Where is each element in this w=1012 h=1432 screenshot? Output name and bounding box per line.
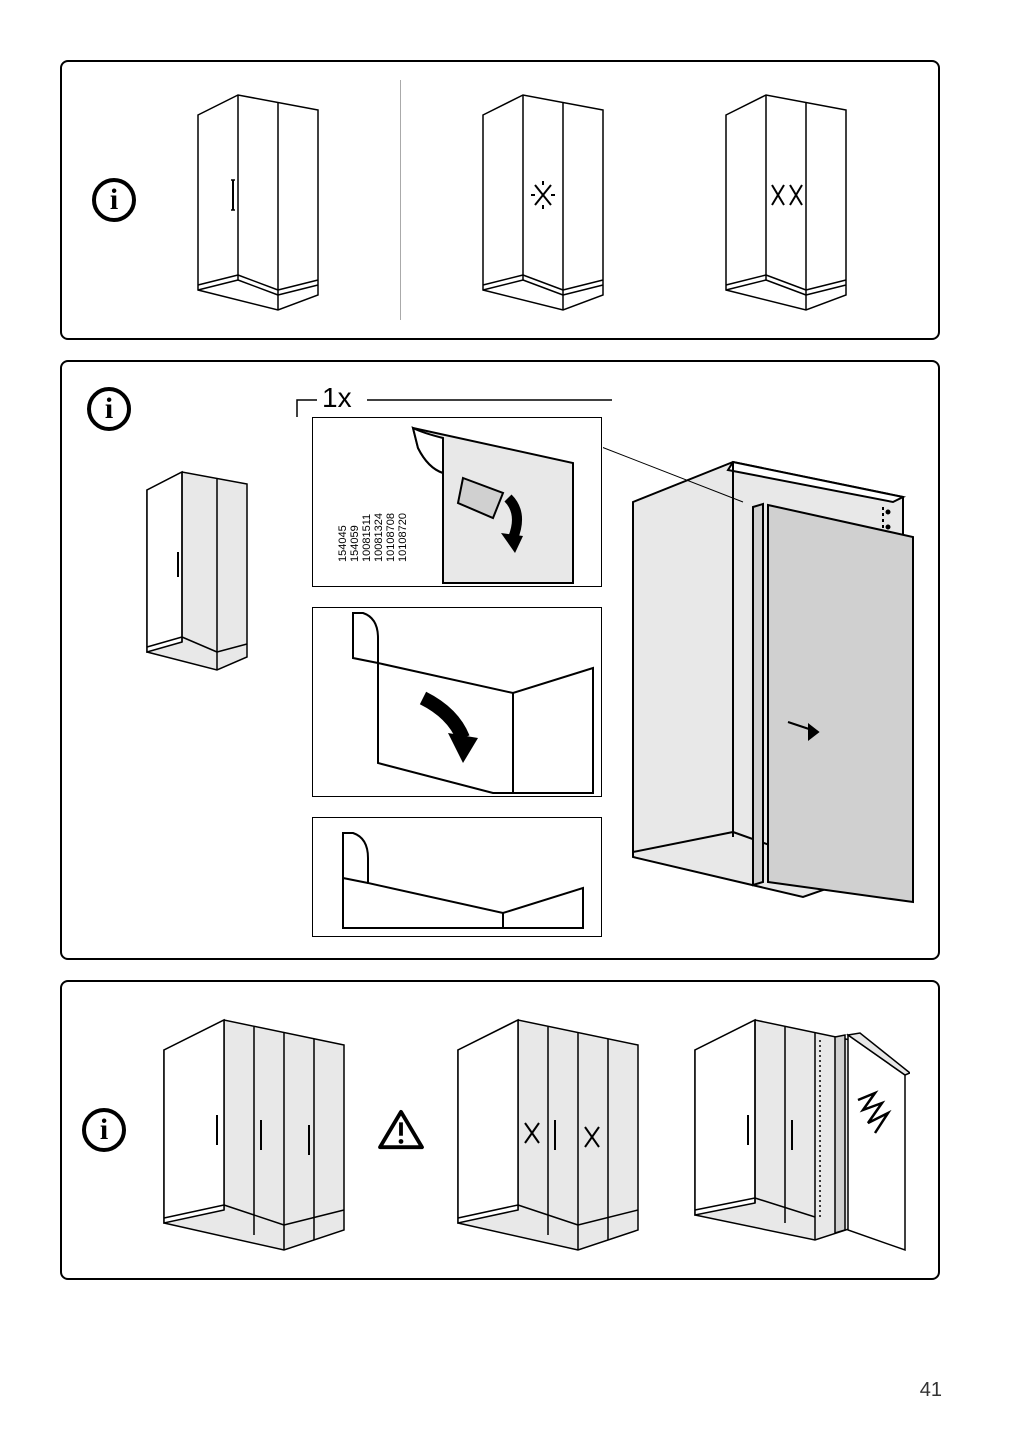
wardrobe-svg-1 [178, 85, 338, 315]
panel-top: i [60, 60, 940, 340]
part-num-5: 10108720 [397, 513, 409, 562]
page-number: 41 [920, 1379, 942, 1402]
part-num-3: 10081324 [373, 513, 385, 562]
divider [400, 80, 401, 320]
part-num-4: 10108708 [385, 513, 397, 562]
bot-variant-1 [131, 1005, 377, 1255]
panel-mid: i 1x [60, 360, 940, 960]
part-numbers: 154045 154059 10081511 10081324 10108708… [337, 513, 410, 562]
panel-bot: i [60, 980, 940, 1280]
wardrobe-large-assembly [603, 442, 923, 922]
wardrobe-ref [132, 462, 262, 682]
detail-hinge-mid-svg [313, 608, 603, 798]
bot-wardrobe-3 [680, 1005, 910, 1255]
bot-variant-2 [425, 1005, 671, 1255]
wardrobe-variant-2 [421, 85, 665, 315]
part-num-0: 154045 [337, 513, 349, 562]
wardrobe-svg-2 [463, 85, 623, 315]
detail-hinge-bot [312, 817, 602, 937]
warning-icon [377, 1109, 425, 1151]
info-icon: i [82, 1108, 126, 1152]
part-num-1: 154059 [349, 513, 361, 562]
bot-wardrobe-1 [149, 1005, 359, 1255]
bot-wardrobe-2 [443, 1005, 653, 1255]
part-num-2: 10081511 [361, 513, 373, 562]
bot-variant-3 [672, 1005, 918, 1255]
wardrobe-variant-1 [136, 85, 380, 315]
info-icon: i [87, 387, 131, 431]
wardrobe-svg-3 [706, 85, 866, 315]
info-glyph: i [110, 183, 118, 217]
detail-hinge-top-svg [313, 418, 603, 588]
info-glyph: i [105, 392, 113, 426]
wardrobe-variant-3 [664, 85, 908, 315]
detail-hinge-bot-svg [313, 818, 603, 938]
info-glyph: i [100, 1113, 108, 1147]
info-icon: i [92, 178, 136, 222]
detail-hinge-mid [312, 607, 602, 797]
